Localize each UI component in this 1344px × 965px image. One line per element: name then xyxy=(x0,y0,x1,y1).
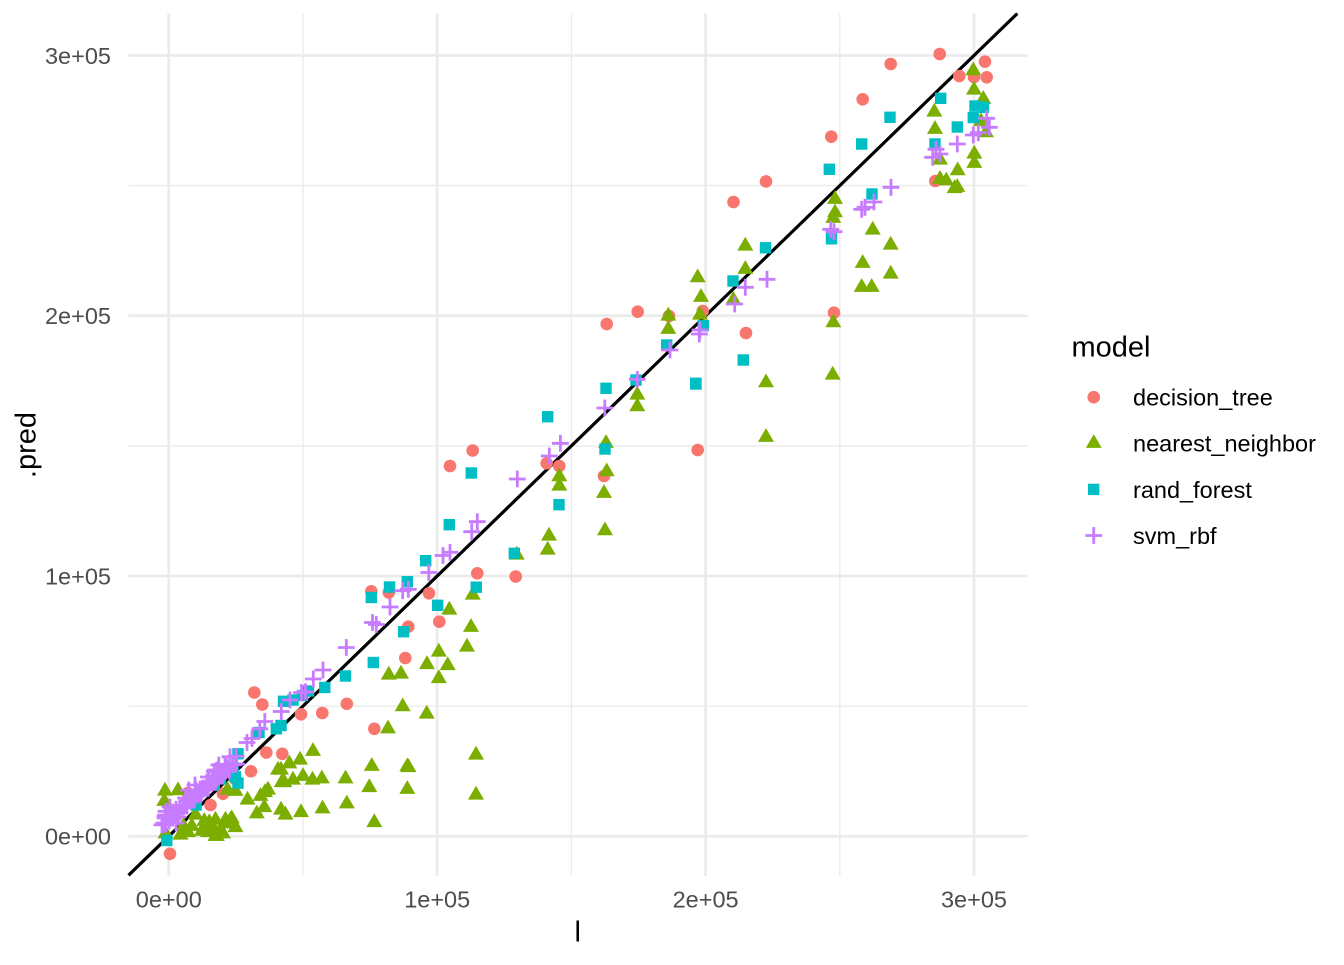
svg-text:3e+05: 3e+05 xyxy=(45,43,111,69)
svg-text:decision_tree: decision_tree xyxy=(1133,385,1273,411)
svg-text:.pred: .pred xyxy=(11,412,43,478)
svg-text:nearest_neighbor: nearest_neighbor xyxy=(1133,431,1316,457)
svg-text:svm_rbf: svm_rbf xyxy=(1133,523,1217,549)
svg-text:1e+05: 1e+05 xyxy=(404,887,470,913)
svg-text:2e+05: 2e+05 xyxy=(673,887,739,913)
svg-text:0e+00: 0e+00 xyxy=(45,824,111,850)
svg-text:0e+00: 0e+00 xyxy=(136,887,202,913)
svg-text:l: l xyxy=(574,917,580,949)
svg-text:rand_forest: rand_forest xyxy=(1133,477,1252,503)
svg-text:model: model xyxy=(1072,332,1151,364)
svg-text:1e+05: 1e+05 xyxy=(45,563,111,589)
svg-text:3e+05: 3e+05 xyxy=(941,887,1007,913)
svg-text:2e+05: 2e+05 xyxy=(45,303,111,329)
